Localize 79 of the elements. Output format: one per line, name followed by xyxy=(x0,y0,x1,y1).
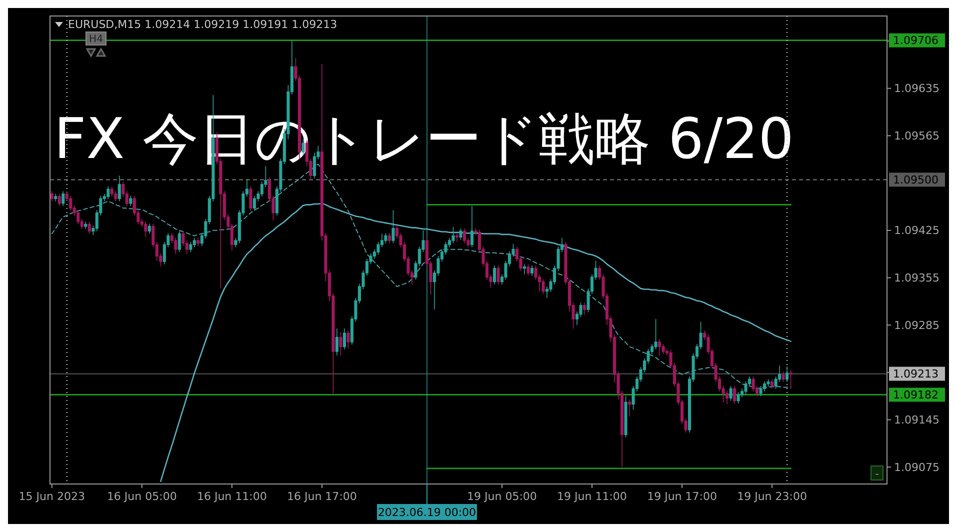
candlestick xyxy=(339,331,342,356)
candlestick xyxy=(192,237,196,248)
line-series xyxy=(160,202,792,482)
candlestick xyxy=(106,186,110,200)
button: - xyxy=(870,466,884,480)
candlestick xyxy=(129,195,132,206)
candlestick xyxy=(62,190,65,206)
x-tick-label: 2023.06.19 00:00 xyxy=(378,506,476,519)
candlestick xyxy=(624,396,628,438)
candlestick xyxy=(496,265,500,285)
candlestick xyxy=(189,241,192,252)
x-tick-label: 19 Jun 17:00 xyxy=(647,490,717,503)
candlestick xyxy=(455,232,458,242)
candlestick xyxy=(530,265,534,276)
candlestick xyxy=(174,237,178,254)
y-tick-label: 1.09075 xyxy=(894,460,940,474)
ref-line-label: 1.09213 xyxy=(893,368,938,381)
candlestick xyxy=(249,186,252,212)
x-tick-label: 16 Jun 05:00 xyxy=(106,490,177,503)
y-tick-label: 1.09285 xyxy=(894,318,940,332)
candlestick xyxy=(526,264,530,276)
button: H4 xyxy=(86,32,106,46)
candlestick xyxy=(658,338,662,356)
candlestick xyxy=(726,390,729,405)
candlestick xyxy=(54,193,58,202)
candlestick xyxy=(388,232,391,244)
candlestick xyxy=(770,378,774,390)
x-tick-label: 19 Jun 23:00 xyxy=(737,490,807,503)
annotation: H4 xyxy=(89,34,103,45)
candlestick xyxy=(459,228,462,240)
candlestick xyxy=(782,371,785,382)
candlestick xyxy=(114,190,118,202)
candlestick xyxy=(492,265,496,285)
candlestick xyxy=(789,369,792,390)
candlestick xyxy=(84,221,88,230)
x-tick-label: 19 Jun 11:00 xyxy=(557,490,627,503)
candlestick xyxy=(50,190,54,202)
candlestick xyxy=(144,221,148,238)
candlestick xyxy=(763,380,766,392)
y-tick-label: 1.09565 xyxy=(894,130,940,143)
candlestick xyxy=(392,210,395,244)
candlestick xyxy=(733,386,736,404)
candlestick xyxy=(342,328,346,350)
x-tick-label: 16 Jun 11:00 xyxy=(196,490,267,503)
y-tick-label: 1.09145 xyxy=(894,414,940,427)
ref-line-label: 1.09706 xyxy=(893,34,938,48)
candlestick xyxy=(542,278,545,294)
candlestick xyxy=(628,399,632,417)
y-tick-label: 1.09425 xyxy=(894,224,940,238)
candlestick xyxy=(662,344,665,355)
candlestick xyxy=(76,210,80,225)
x-tick-label: 16 Jun 17:00 xyxy=(286,490,357,503)
x-tick-label: 19 Jun 05:00 xyxy=(467,490,537,503)
chart-subtitle: EURUSD,M15 1.09214 1.09219 1.09191 1.09213 xyxy=(68,18,338,31)
candlestick xyxy=(346,330,350,350)
candlestick xyxy=(522,264,526,275)
candlestick xyxy=(582,302,586,316)
candlestick xyxy=(88,221,91,234)
ref-line-label: 1.09182 xyxy=(893,388,938,402)
candlestick xyxy=(118,175,121,202)
candlestick xyxy=(452,226,455,244)
candlestick xyxy=(69,195,72,212)
y-tick-label: 1.09635 xyxy=(894,82,940,96)
candlestick xyxy=(470,206,474,248)
x-tick-label: 15 Jun 2023 xyxy=(18,490,85,503)
candlestick xyxy=(335,328,338,356)
candlestick xyxy=(58,193,61,206)
y-tick-label: 1.09355 xyxy=(894,272,940,285)
candlestick xyxy=(252,195,256,212)
candlestick xyxy=(384,232,388,244)
candlestick xyxy=(729,386,732,402)
candlestick xyxy=(786,366,789,382)
candlestick xyxy=(766,378,770,388)
ref-line-label: 1.09500 xyxy=(893,174,938,187)
candlestick xyxy=(148,223,151,234)
candlestick xyxy=(196,237,200,246)
candlestick xyxy=(462,228,466,244)
candlestick xyxy=(178,230,181,252)
candlestick xyxy=(654,318,658,350)
